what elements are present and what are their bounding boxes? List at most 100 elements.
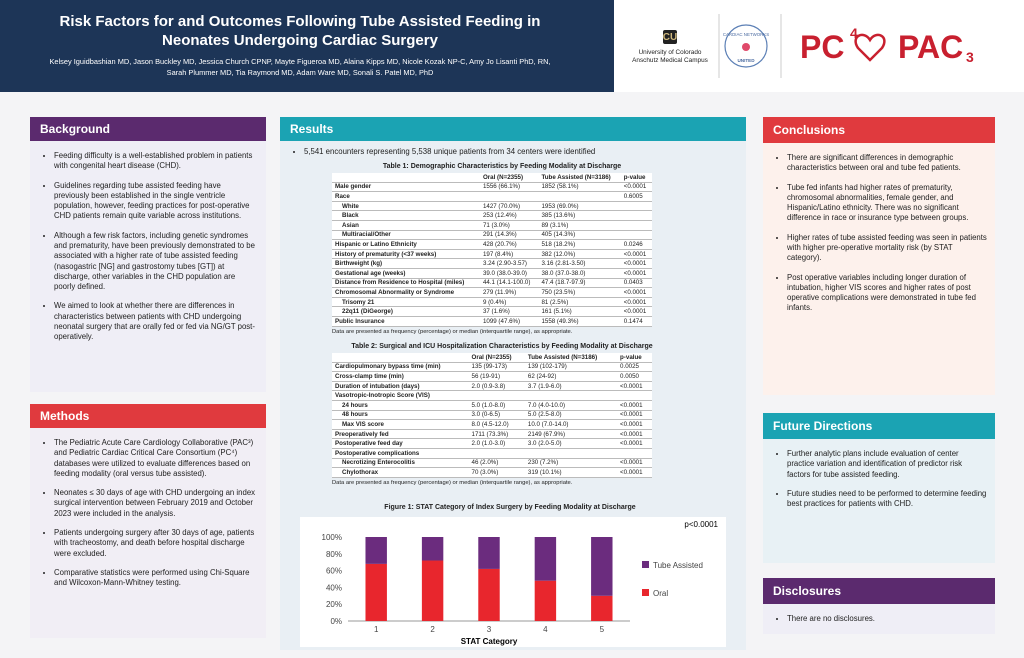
table-cell: 382 (12.0%) — [538, 249, 621, 260]
table-cell: Duration of intubation (days) — [332, 381, 469, 392]
table-cell: 38.0 (37.0-38.0) — [538, 268, 621, 279]
table-cell: 3.7 (1.9-6.0) — [524, 381, 618, 392]
table-row: Preoperatively fed 1711 (73.3%) 2149 (67.9… — [332, 429, 652, 440]
table-row: Gestational age (weeks) 39.0 (38.0-39.0) 3… — [332, 268, 652, 279]
bullet: Patients undergoing surgery after 30 day… — [54, 528, 258, 559]
table-cell: 48 hours — [332, 410, 469, 421]
table-cell: <0.0001 — [617, 429, 652, 440]
table-cell: Cardiopulmonary bypass time (min) — [332, 362, 469, 373]
table-cell: 135 (99-173) — [468, 362, 525, 373]
bullet: Future studies need to be performed to d… — [787, 489, 987, 510]
table-cell — [620, 230, 652, 241]
table-cell: 71 (3.0%) — [479, 220, 539, 231]
x-tick-label: 3 — [487, 625, 492, 634]
cnu-ring — [724, 24, 768, 68]
logos: CU University of Colorado Anschutz Medic… — [614, 0, 1024, 92]
table-title: Table 1: Demographic Characteristics by … — [382, 163, 622, 170]
table-cell: 385 (13.6%) — [538, 210, 621, 221]
table-row: Distance from Residence to Hospital (mil… — [332, 278, 652, 289]
bullet-list: 5,541 encounters representing 5,538 uniq… — [290, 147, 738, 157]
table-row: Necrotizing Enterocolitis 46 (2.0%) 230 (7… — [332, 458, 652, 469]
table-cell: 279 (11.9%) — [479, 287, 539, 298]
annotation: p<0.0001 — [684, 520, 718, 529]
header-row: Oral (N=2355) Tube Assisted (N=3186) p-val… — [332, 353, 652, 363]
column-header: Tube Assisted (N=3186) — [538, 173, 621, 183]
panel-heading: Background — [30, 117, 266, 141]
future-panel: Future Directions Further analytic plans… — [763, 413, 995, 563]
table-row: Chromosomal Abnormality or Syndrome 279 (… — [332, 287, 652, 298]
panel-heading: Disclosures — [763, 578, 995, 604]
panel-heading: Methods — [30, 404, 266, 428]
column-header: p-value — [620, 173, 652, 183]
bullet: The Pediatric Acute Care Cardiology Coll… — [54, 438, 258, 479]
table-cell: 291 (14.3%) — [479, 230, 539, 241]
bullet-list: There are significant differences in dem… — [773, 153, 987, 314]
table-cell: <0.0001 — [617, 419, 652, 430]
table-cell: 1558 (49.3%) — [538, 316, 621, 327]
poster-title: Risk Factors for and Outcomes Following … — [59, 13, 541, 49]
table-cell: 2.0 (0.9-3.8) — [468, 381, 525, 392]
table-cell: 197 (8.4%) — [479, 249, 539, 260]
background-panel: Background Feeding difficulty is a well-… — [30, 117, 266, 392]
table-cell: Public Insurance — [332, 316, 480, 327]
table-cell: 139 (102-179) — [524, 362, 618, 373]
column-header — [332, 353, 469, 363]
table-cell — [468, 448, 525, 459]
table-cell: 1099 (47.6%) — [479, 316, 539, 327]
panel-heading: Results — [280, 117, 746, 141]
bullet: Further analytic plans include evaluatio… — [787, 449, 987, 480]
table-cell: Vasotropic-Inotropic Score (VIS) — [332, 390, 469, 401]
table-cell: Black — [332, 210, 480, 221]
table-row: Postoperative feed day 2.0 (1.0-3.0) 3.0 (… — [332, 438, 652, 449]
bar-segment — [421, 560, 444, 621]
column-header: Oral (N=2355) — [479, 173, 539, 183]
heart-icon — [854, 33, 886, 62]
bar-segment — [534, 580, 557, 621]
table-cell: 1711 (73.3%) — [468, 429, 525, 440]
y-tick-label: 0% — [330, 617, 342, 626]
table-cell: 1953 (69.0%) — [538, 201, 621, 212]
column-header: p-value — [617, 353, 652, 363]
table-cell: Male gender — [332, 182, 480, 193]
pac-sup: 3 — [966, 49, 974, 65]
table-row: Cross-clamp time (min) 56 (19-91) 62 (24-9… — [332, 371, 652, 382]
table-cell: 81 (2.5%) — [538, 297, 621, 308]
table-cell: <0.0001 — [617, 438, 652, 449]
conclusions-panel: Conclusions There are significant differ… — [763, 117, 995, 395]
bullet: Guidelines regarding tube assisted feedi… — [54, 181, 258, 222]
table-cell — [620, 201, 652, 212]
table-cell: 1427 (70.0%) — [479, 201, 539, 212]
table-cell: <0.0001 — [620, 297, 652, 308]
logo-art: CU University of Colorado Anschutz Medic… — [632, 14, 974, 78]
table-row: 24 hours 5.0 (1.0-8.0) 7.0 (4.0-10.0) <0.00… — [332, 400, 652, 411]
data-table: Oral (N=2355) Tube Assisted (N=3186) p-val… — [332, 173, 652, 327]
cu-mark: CU — [663, 32, 677, 43]
disclosures-panel: Disclosures There are no disclosures. — [763, 578, 995, 634]
table-cell: 5.0 (2.5-8.0) — [524, 410, 618, 421]
y-tick-label: 80% — [326, 550, 342, 559]
table-cell: 89 (3.1%) — [538, 220, 621, 231]
panel-heading: Future Directions — [763, 413, 995, 439]
legend-label: Oral — [653, 589, 668, 598]
header: Risk Factors for and Outcomes Following … — [0, 0, 614, 92]
bullet: Tube fed infants had higher rates of pre… — [787, 183, 987, 224]
table-cell — [538, 191, 621, 202]
legend-swatch — [642, 589, 649, 596]
table-cell — [620, 220, 652, 231]
table-cell: 405 (14.3%) — [538, 230, 621, 241]
table-cell: 44.1 (14.1-100.0) — [479, 278, 539, 289]
table-cell — [617, 448, 652, 459]
bullet: Comparative statistics were performed us… — [54, 568, 258, 589]
table-cell: 1852 (58.1%) — [538, 182, 621, 193]
table-cell: Max VIS score — [332, 419, 469, 430]
x-tick-label: 4 — [543, 625, 548, 634]
table-cell: <0.0001 — [620, 182, 652, 193]
bullet-list: There are no disclosures. — [773, 614, 987, 624]
y-tick-label: 40% — [326, 583, 342, 592]
bullet: Feeding difficulty is a well-established… — [54, 151, 258, 172]
table-cell: White — [332, 201, 480, 212]
table-cell: 2.0 (1.0-3.0) — [468, 438, 525, 449]
pc-sup: 4 — [850, 25, 858, 41]
y-tick-label: 20% — [326, 600, 342, 609]
